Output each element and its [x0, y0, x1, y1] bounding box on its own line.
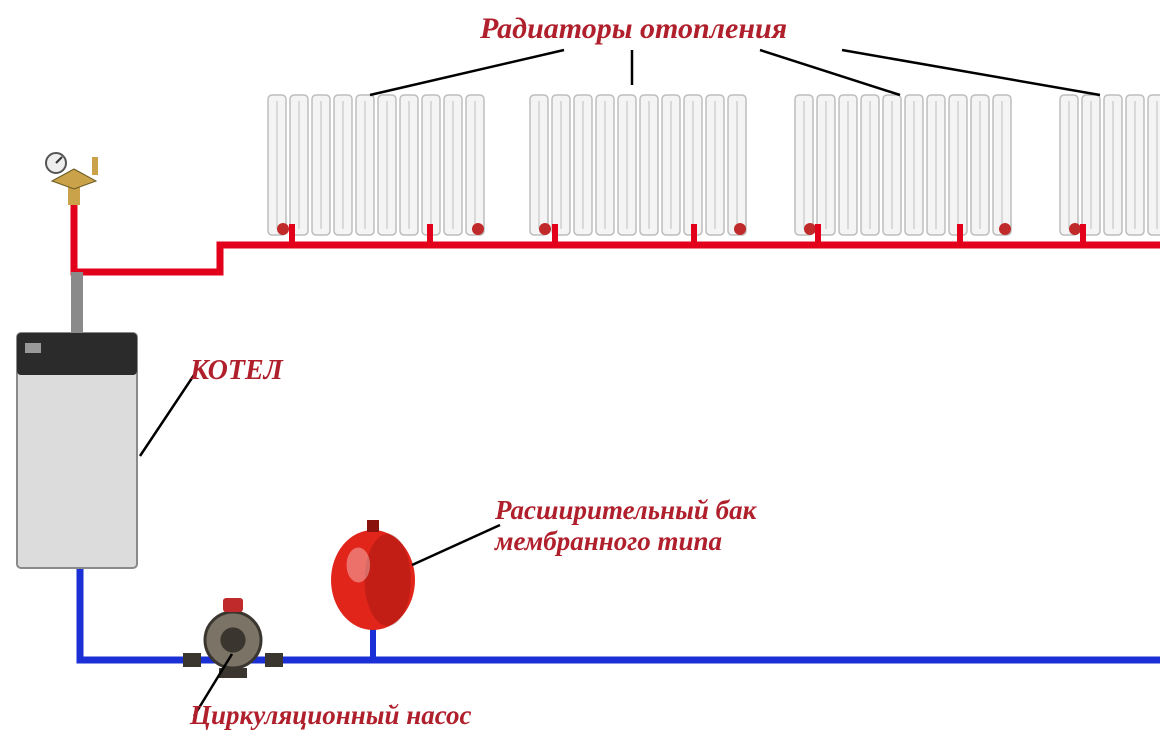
expansion-tank-icon — [331, 520, 415, 630]
label-radiators: Радиаторы отопления — [480, 12, 787, 46]
safety-valve-icon — [46, 153, 98, 205]
radiator-icon — [530, 95, 746, 235]
boiler-icon — [17, 272, 137, 568]
radiator-icon — [268, 95, 484, 235]
circulation-pump-icon — [183, 598, 283, 678]
label-expansion-tank: Расширительный бак мембранного типа — [495, 495, 756, 557]
label-circulation-pump: Циркуляционный насос — [190, 700, 472, 731]
radiator-icon — [1060, 95, 1160, 235]
diagram-svg — [0, 0, 1160, 743]
label-boiler: КОТЕЛ — [190, 355, 283, 387]
radiator-icon — [795, 95, 1011, 235]
heating-system-diagram: Радиаторы отопления КОТЕЛ Расширительный… — [0, 0, 1160, 743]
